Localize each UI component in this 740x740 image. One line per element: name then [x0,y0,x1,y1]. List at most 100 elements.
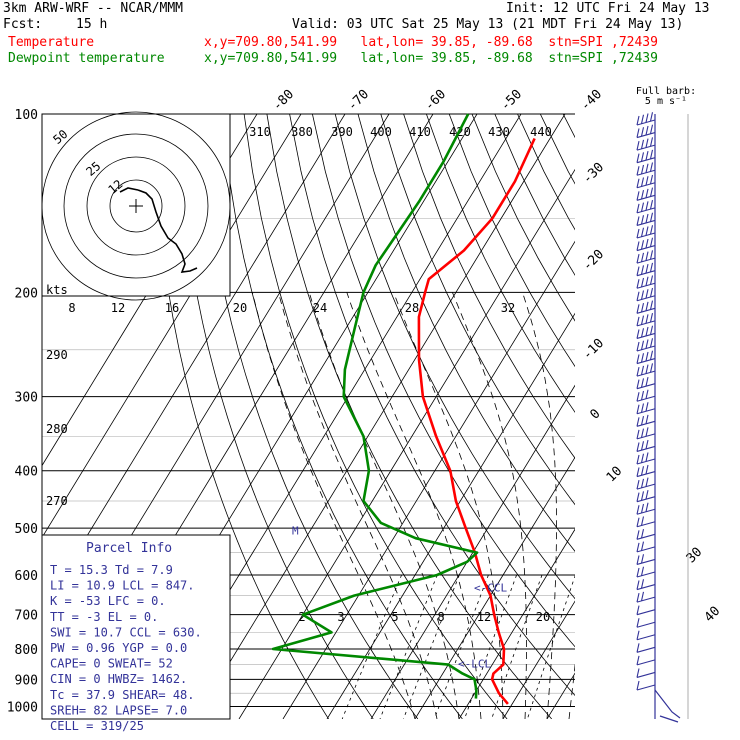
isotherm-label--10: -10 [580,336,607,363]
dry-adiabat-370 [426,114,575,413]
wind-barb-31 [636,502,656,515]
wind-barb-32 [636,516,656,528]
parcel-info-row-4: SWI = 10.7 CCL = 630. [50,625,202,639]
theta-e-label-390: 390 [331,125,353,139]
theta-e-label-440: 440 [530,125,552,139]
dewpoint-legend-label: Dewpoint temperature [8,51,165,66]
wind-barb-8 [636,212,656,226]
parcel-info-row-7: CIN = 0 HWBZ= 1462. [50,672,187,686]
model-title: 3km ARW-WRF -- NCAR/MMM [3,1,184,16]
moist-adiabat-20 [393,292,504,719]
wind-barb-0 [636,112,656,126]
isotherm-label--50: -50 [498,87,525,114]
isotherm-10 [458,528,575,719]
parcel-info-row-5: PW = 0.96 YGP = 0.0 [50,641,187,655]
moist-adiabat-25 [452,292,527,719]
sounding-profiles: M <-CCL <-LCL [271,113,536,705]
mixing-ratio-label-12: 12 [477,610,491,624]
pressure-tick-label-500: 500 [15,522,38,537]
parcel-info-row-2: K = -53 LFC = 0. [50,594,166,608]
dry-adiabat-320 [312,114,575,648]
isotherm-label--20: -20 [580,247,607,274]
isotherm-label--30: -30 [580,160,607,187]
mixing-ratio-2 [379,574,438,719]
wind-barb-43 [636,655,656,666]
dry-adiabat-440 [586,114,740,719]
isotherm--30 [282,240,575,719]
init-time: Init: 12 UTC Fri 24 May 13 [506,1,710,16]
wind-barb-9 [636,225,656,239]
pressure-tick-label-200: 200 [15,286,38,301]
dry-adiabat-label-280: 280 [46,422,68,436]
wind-barb-25 [636,427,656,440]
theta-e-label-310: 310 [249,125,271,139]
isotherm--100 [42,114,346,611]
isotherm-label-10: 10 [604,464,626,486]
hodograph-units-label: kts [46,283,68,297]
wind-speed-tick-8: 8 [68,301,75,315]
dry-adiabat-270 [198,114,419,719]
mixing-ratio-label-3: 3 [337,610,344,624]
moist-adiabat-5 [278,292,438,719]
dry-adiabat-470 [654,114,740,719]
hodograph-ring-1 [63,133,209,279]
isotherm-label--80: -80 [270,87,297,114]
marker-ccl: <-CCL [474,582,507,595]
mixing-ratio-label-8: 8 [437,610,444,624]
moist-adiabat-35 [568,662,575,719]
wind-barb-15 [636,300,656,314]
wind-speed-tick-12: 12 [111,301,125,315]
wind-speed-tick-24: 24 [313,301,327,315]
isotherm-40 [591,114,740,719]
forecast-label: Fcst: [3,17,43,32]
wind-barb-45 [636,680,656,691]
marker-m: M [292,525,299,538]
parcel-info-row-0: T = 15.3 Td = 7.9 [50,563,173,577]
hodograph-trace-start [119,187,139,193]
barb-legend-title: Full barb: [636,86,696,97]
wind-barb-21 [636,377,656,390]
wind-barb-29 [636,477,656,490]
surface-wind-barb [654,689,681,719]
isotherm--50 [194,114,566,719]
temperature-legend-label: Temperature [8,35,95,50]
wind-barb-20 [636,363,656,377]
pressure-tick-label-600: 600 [15,569,38,584]
mixing-ratio-1 [341,574,402,719]
forecast-hour: 15 h [76,17,108,32]
mixing-ratio-label-5: 5 [391,610,398,624]
wind-barb-28 [636,464,656,478]
mixing-ratio-3 [403,574,460,719]
isotherm-label-30: 30 [684,545,706,567]
dry-adiabat-290 [243,114,508,719]
dry-adiabat-450 [609,114,740,719]
isotherm--10 [370,384,575,719]
parcel-info-row-8: Tc = 37.9 SHEAR= 48. [50,688,195,702]
wind-barb-17 [636,325,656,339]
dry-adiabat-350 [380,114,575,506]
parcel-info-row-9: SREH= 82 LAPSE= 7.0 [50,703,187,717]
wind-barb-2 [636,137,656,151]
mixing-ratio-12 [491,574,543,719]
temperature-profile [417,137,536,705]
wind-barb-19 [636,350,656,365]
wind-barb-37 [636,579,656,591]
wind-barb-38 [636,591,656,603]
dry-adiabat-340 [357,114,575,552]
dry-adiabat-label-290: 290 [46,348,68,362]
wind-barb-33 [636,528,656,540]
dry-adiabat-380 [448,114,575,368]
marker-lcl: <-LCL [458,658,491,671]
wind-barb-4 [636,162,656,176]
pressure-tick-label-100: 100 [15,108,38,123]
pressure-tick-label-400: 400 [15,465,38,480]
isotherm-label-40: 40 [702,604,724,626]
mixing-ratio-lines [341,574,575,719]
dry-adiabat-260 [175,114,374,719]
dry-adiabat-310 [289,114,575,697]
theta-e-label-380: 380 [291,125,313,139]
hodograph-ring-0 [41,111,231,301]
wind-barb-14 [636,287,656,302]
